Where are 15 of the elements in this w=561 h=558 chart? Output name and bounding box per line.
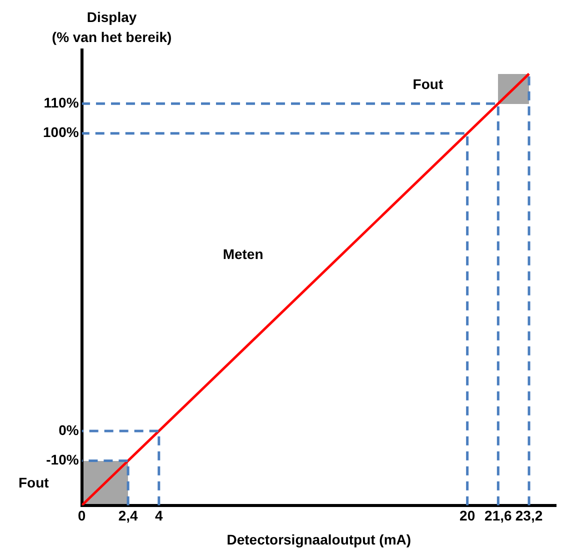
x-tick-label: 0 xyxy=(78,508,86,524)
x-axis-title: Detectorsignaaloutput (mA) xyxy=(226,531,412,548)
y-tick-label: 110% xyxy=(44,94,80,110)
x-tick-label: 21,6 xyxy=(484,508,512,524)
annotation: Meten xyxy=(222,246,264,262)
x-tick-label: 2,4 xyxy=(118,508,138,524)
y-tick-label: -10% xyxy=(46,452,80,468)
annotation: Fout xyxy=(412,76,444,92)
x-tick-label: 23,2 xyxy=(515,508,543,524)
x-tick-label: 4 xyxy=(155,508,164,524)
y-tick-label: 0% xyxy=(58,422,80,438)
text: Fout xyxy=(18,474,50,490)
y-axis-title: Display (% van het bereik) xyxy=(52,9,172,45)
x-tick-label: 20 xyxy=(460,508,476,524)
y-tick-label: 100% xyxy=(42,124,80,140)
